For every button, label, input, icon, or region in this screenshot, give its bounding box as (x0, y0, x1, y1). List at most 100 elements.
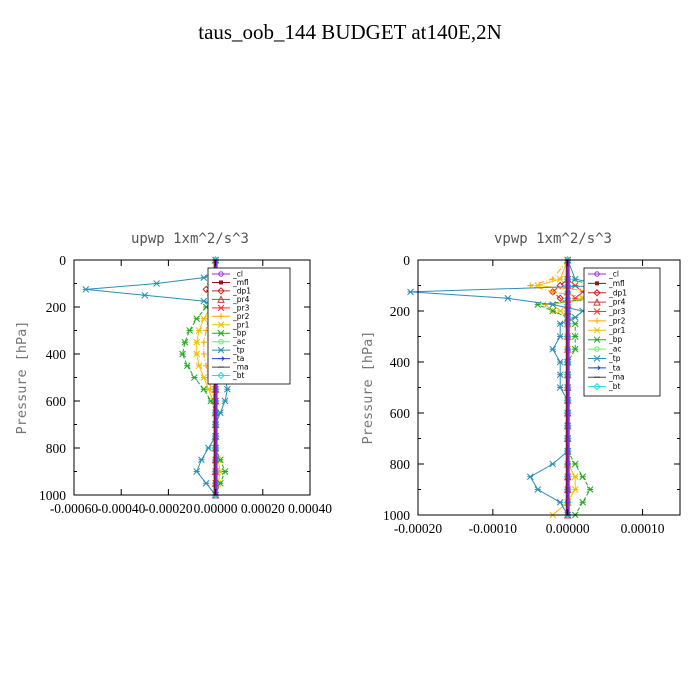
legend-label: _bt (232, 371, 245, 380)
y-tick-label: 800 (46, 441, 67, 456)
panel-title: vpwp 1xm^2/s^3 (494, 231, 612, 247)
y-tick-label: 600 (46, 394, 67, 409)
legend: _cl_mfl_dp1_pr4_pr3_pr2_pr1_bp_ac_tp_ta_… (207, 267, 291, 385)
x-tick-label: -0.00010 (469, 521, 518, 536)
y-tick-label: 400 (390, 355, 411, 370)
y-tick-label: 800 (390, 457, 411, 472)
x-tick-label: -0.00040 (97, 501, 146, 516)
x-tick-label: 0.00020 (241, 501, 285, 516)
data-point (571, 473, 579, 481)
data-point (200, 297, 208, 305)
data-point (556, 333, 564, 340)
y-tick-label: 0 (59, 253, 66, 268)
data-point (556, 384, 564, 391)
data-point (556, 281, 564, 290)
legend-label: _cl (232, 270, 243, 279)
legend-label: _ac (608, 345, 621, 354)
data-point (534, 486, 542, 493)
data-point (549, 307, 557, 315)
data-point (549, 460, 557, 468)
data-point (200, 339, 207, 346)
legend-item: _ma (212, 363, 249, 372)
data-point (549, 301, 557, 308)
legend-item: _ac (588, 345, 621, 354)
data-point (571, 275, 579, 283)
legend-label: _ma (232, 363, 249, 372)
legend-label: _ta (608, 363, 620, 372)
data-point (200, 274, 208, 281)
legend-item: _ac (212, 337, 245, 346)
data-point (571, 333, 579, 340)
data-point (504, 294, 512, 302)
y-tick-label: 600 (390, 406, 411, 421)
data-point (179, 350, 186, 358)
panel-title: upwp 1xm^2/s^3 (131, 231, 249, 247)
y-tick-label: 200 (46, 300, 67, 315)
data-point (193, 338, 201, 346)
y-tick-label: 200 (390, 304, 411, 319)
y-axis-label: Pressure [hPa] (14, 321, 30, 435)
y-tick-label: 1000 (39, 488, 66, 503)
data-point (556, 498, 564, 506)
legend-label: _bp (232, 329, 247, 338)
legend-label: _bt (608, 382, 621, 391)
data-point (579, 473, 587, 481)
legend-label: _ta (232, 354, 244, 363)
data-point (221, 397, 229, 405)
y-tick-label: 400 (46, 347, 67, 362)
legend-label: _pr2 (232, 312, 250, 321)
legend-label: _pr4 (232, 295, 250, 304)
data-point (556, 320, 564, 328)
data-point (571, 345, 579, 353)
data-point (571, 486, 579, 493)
legend-item: _ta (212, 354, 244, 363)
legend-label: _dp1 (608, 288, 627, 297)
legend-item: _cl (212, 270, 243, 279)
data-point (542, 301, 549, 308)
data-point (407, 288, 414, 296)
legend-label: _ac (232, 337, 245, 346)
legend-label: _mfl (608, 279, 625, 288)
data-point (200, 315, 208, 323)
data-point (183, 362, 191, 370)
data-point (195, 327, 203, 334)
legend-item: _mfl (588, 279, 625, 288)
legend-label: _pr2 (608, 316, 626, 325)
data-point (556, 358, 564, 366)
legend-label: _tp (232, 346, 245, 355)
legend-item: _pr3 (588, 307, 626, 316)
data-point (549, 288, 556, 295)
data-point (186, 327, 193, 334)
data-point (586, 486, 594, 493)
legend-label: _cl (608, 270, 619, 279)
data-point (200, 385, 208, 393)
legend-label: _pr1 (608, 326, 626, 335)
data-point (556, 275, 564, 283)
legend-item: _tp (212, 346, 245, 355)
data-point (200, 351, 207, 357)
legend-label: _pr3 (608, 307, 626, 316)
data-point (200, 374, 208, 381)
y-tick-label: 1000 (383, 508, 410, 523)
data-point (526, 473, 534, 481)
figure-title: taus_oob_144 BUDGET at140E,2N (198, 20, 502, 44)
data-point (193, 350, 201, 358)
legend-label: _pr4 (608, 298, 626, 307)
legend-label: _pr3 (232, 303, 250, 312)
data-point (571, 320, 579, 328)
legend-item: _bt (588, 382, 621, 391)
data-point (193, 468, 201, 475)
y-axis-label: Pressure [hPa] (360, 331, 376, 445)
legend-label: _pr1 (232, 320, 250, 329)
legend-item: _bt (212, 371, 245, 380)
data-point (571, 282, 579, 289)
legend-item: _pr4 (212, 295, 250, 304)
data-point (571, 314, 579, 321)
data-point (198, 456, 205, 464)
data-point (193, 315, 201, 323)
data-point (579, 498, 587, 506)
legend-item: _cl (588, 270, 619, 279)
data-point (153, 280, 160, 287)
